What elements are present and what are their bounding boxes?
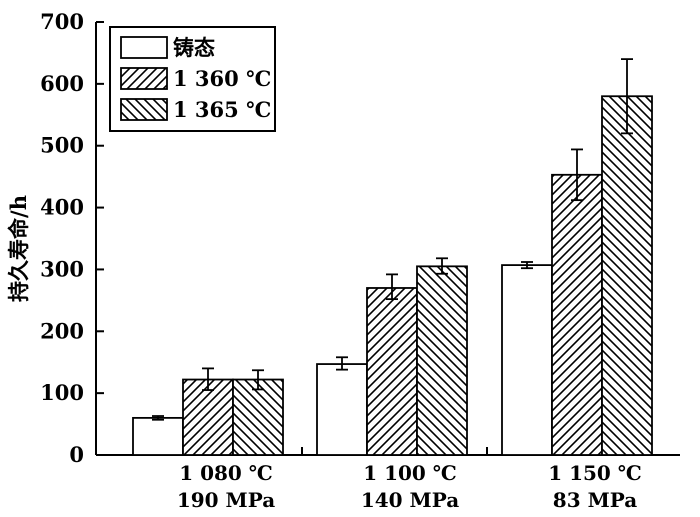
x-tick-label: 1 100 ℃ 140 MPa [361,461,459,512]
y-tick-label: 300 [40,256,84,281]
legend-label: 1 365 ℃ [173,97,271,122]
bar [232,378,284,456]
y-tick-label: 100 [40,380,84,405]
y-tick-label: 600 [40,71,84,96]
bar [551,173,603,456]
legend-label: 1 360 ℃ [173,66,271,91]
x-tick-label: 1 080 ℃ 190 MPa [177,461,275,512]
bar [601,95,653,456]
bar [501,264,553,456]
y-tick-label: 400 [40,195,84,220]
bar [416,265,468,456]
bar [132,416,184,456]
legend-swatch [120,98,168,121]
y-tick-label: 200 [40,318,84,343]
bar [366,287,418,456]
legend-label: 铸态 [173,35,215,60]
y-tick-label: 700 [40,9,84,34]
legend-swatch [120,36,168,59]
y-tick-label: 500 [40,133,84,158]
x-tick-label: 1 150 ℃ 83 MPa [548,461,642,512]
y-axis-title: 持久寿命/h [6,195,31,302]
y-tick-label: 0 [69,442,84,467]
legend: 铸态 1 360 ℃ 1 365 ℃ [109,26,276,132]
legend-swatch [120,67,168,90]
bar [316,363,368,456]
